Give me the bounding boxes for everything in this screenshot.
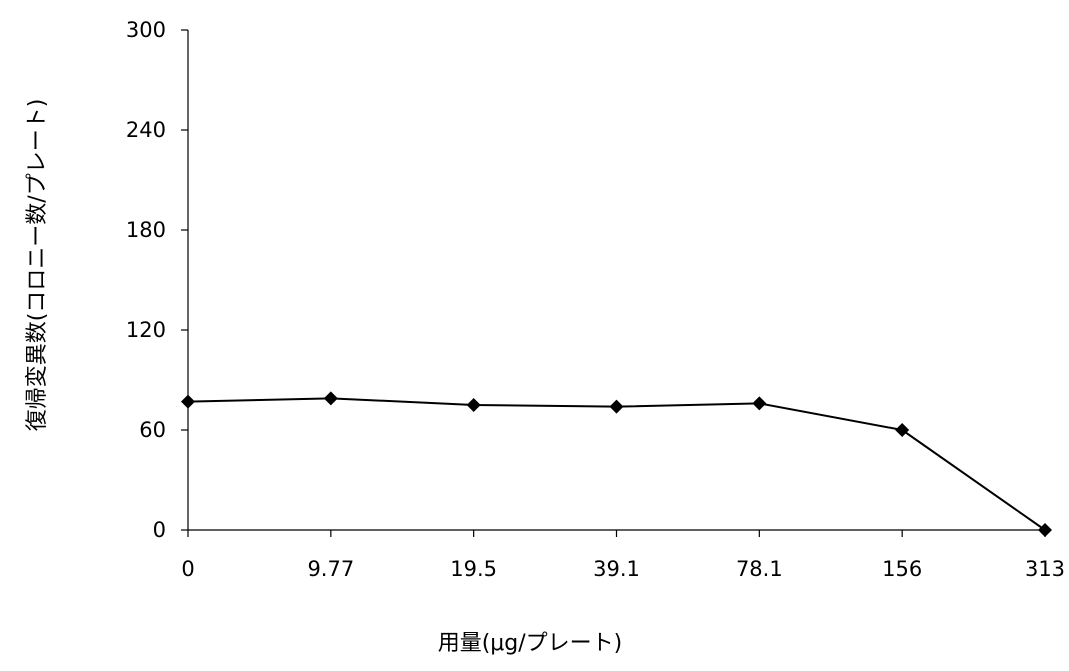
- x-tick-label: 156: [882, 557, 922, 581]
- data-point-diamond: [181, 394, 195, 409]
- data-point-diamond: [752, 396, 767, 411]
- y-tick-label: 60: [139, 418, 166, 442]
- x-tick-label: 9.77: [307, 557, 354, 581]
- data-point-diamond: [895, 423, 910, 437]
- y-tick-label: 120: [126, 318, 166, 342]
- series-group: [181, 391, 1052, 537]
- x-axis-title: 用量(μg/プレート): [438, 631, 623, 656]
- x-tick-label: 78.1: [736, 557, 783, 581]
- x-tick-label: 313: [1025, 557, 1065, 581]
- y-tick-label: 180: [126, 218, 166, 242]
- data-point-diamond: [1038, 523, 1052, 537]
- x-tick-label: 39.1: [593, 557, 640, 581]
- y-axis-title: 復帰変異数(コロニー数/プレート): [25, 99, 50, 432]
- y-tick-label: 300: [126, 18, 166, 42]
- data-point-diamond: [609, 399, 624, 414]
- y-tick-label: 240: [126, 118, 166, 142]
- series-line: [187, 397, 1046, 531]
- x-axis-ticks: 0 9.77 19.5 39.1 78.1 156 313: [181, 530, 1065, 581]
- data-point-diamond: [466, 398, 481, 412]
- x-tick-label: 0: [181, 557, 194, 581]
- y-axis-ticks: 0 60 120 180 240 300: [126, 18, 188, 542]
- data-point-diamond: [323, 391, 338, 406]
- x-tick-label: 19.5: [450, 557, 497, 581]
- y-tick-label: 0: [153, 518, 166, 542]
- axes: [187, 30, 1045, 531]
